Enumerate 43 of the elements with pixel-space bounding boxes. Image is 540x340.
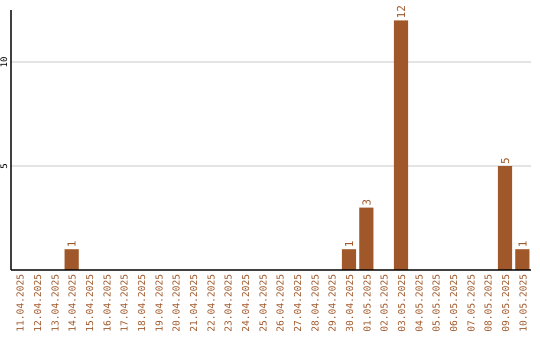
x-tick-label: 05.05.2025 <box>432 274 443 332</box>
bar <box>515 249 530 270</box>
bar <box>64 249 79 270</box>
bar <box>342 249 356 270</box>
x-tick-label: 03.05.2025 <box>397 274 408 332</box>
x-tick-label: 17.04.2025 <box>120 274 131 332</box>
data-label: 12 <box>395 5 408 18</box>
x-tick-label: 28.04.2025 <box>310 274 322 332</box>
bar <box>498 166 512 270</box>
x-tick-label: 11.04.2025 <box>16 274 27 332</box>
x-tick-label: 25.04.2025 <box>258 274 270 332</box>
x-tick-label: 19.04.2025 <box>154 274 166 332</box>
x-tick-label: 30.04.2025 <box>345 274 356 332</box>
data-label: 1 <box>516 240 530 248</box>
x-tick-label: 18.04.2025 <box>137 274 148 332</box>
bar <box>359 208 374 270</box>
x-tick-label: 23.04.2025 <box>224 274 235 332</box>
x-tick-label: 06.05.2025 <box>449 274 460 332</box>
x-tick-label: 13.04.2025 <box>50 274 62 332</box>
x-tick-label: 04.05.2025 <box>414 274 426 332</box>
x-tick-label: 21.04.2025 <box>189 274 200 332</box>
data-label: 1 <box>66 240 79 248</box>
x-tick-label: 27.04.2025 <box>293 274 304 332</box>
data-label: 1 <box>343 240 356 248</box>
x-tick-label: 16.04.2025 <box>102 274 114 332</box>
data-label: 3 <box>360 198 374 206</box>
x-tick-label: 24.04.2025 <box>241 274 252 332</box>
x-tick-label: 08.05.2025 <box>484 274 495 332</box>
x-tick-label: 14.04.2025 <box>68 274 79 332</box>
x-tick-label: 20.04.2025 <box>172 274 183 332</box>
x-tick-label: 15.04.2025 <box>85 274 96 332</box>
x-tick-label: 29.04.2025 <box>328 274 339 332</box>
x-tick-label: 09.05.2025 <box>501 274 512 332</box>
bar <box>394 20 408 270</box>
x-tick-label: 10.05.2025 <box>518 274 530 332</box>
x-tick-label: 26.04.2025 <box>276 274 287 332</box>
x-tick-label: 22.04.2025 <box>206 274 218 332</box>
x-tick-label: 02.05.2025 <box>380 274 391 332</box>
x-tick-label: 12.04.2025 <box>33 274 44 332</box>
x-tick-label: 07.05.2025 <box>466 274 478 332</box>
x-tick-label: 01.05.2025 <box>362 274 374 332</box>
y-tick-label: 10 <box>0 56 10 68</box>
data-label: 5 <box>499 157 512 164</box>
